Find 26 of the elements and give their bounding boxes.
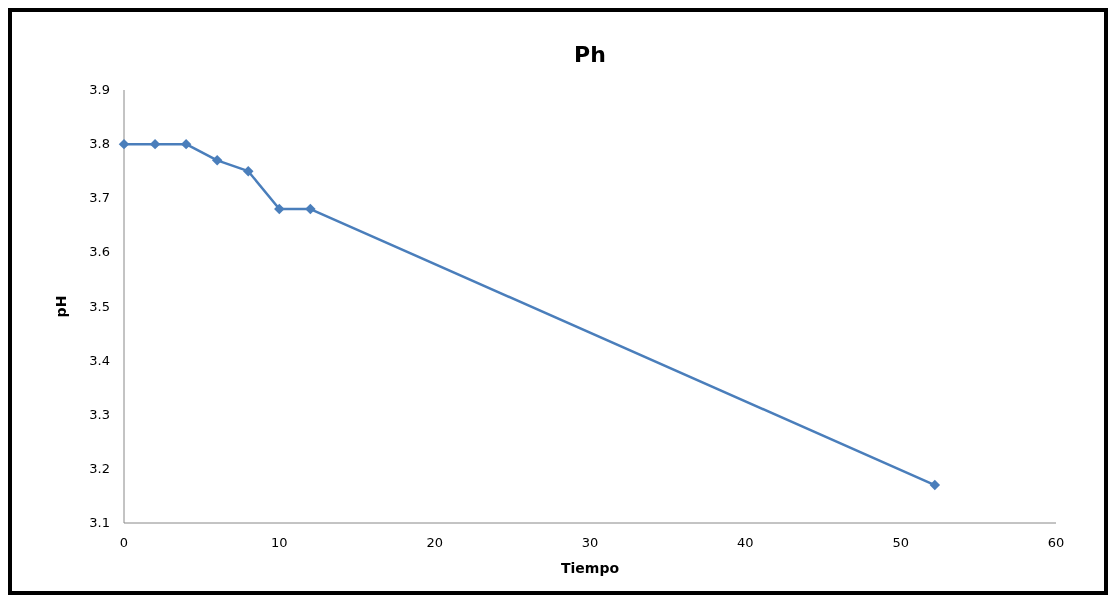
y-tick-label: 3.2 bbox=[89, 460, 110, 476]
point bbox=[118, 138, 130, 150]
y-tick-label: 3.1 bbox=[89, 515, 110, 530]
point bbox=[149, 138, 161, 150]
point bbox=[929, 479, 941, 491]
point bbox=[211, 155, 223, 166]
x-tick-label: 60 bbox=[1047, 535, 1065, 550]
x-tick-label: 20 bbox=[426, 535, 443, 550]
y-tick-label: 3.3 bbox=[89, 406, 110, 422]
point bbox=[243, 165, 254, 177]
point bbox=[274, 203, 285, 215]
point bbox=[305, 203, 316, 215]
x-tick-label: 50 bbox=[892, 535, 909, 550]
chart-title: Ph bbox=[574, 42, 606, 67]
y-tick-label: 3.7 bbox=[89, 190, 110, 206]
y-tick-label: 3.4 bbox=[89, 352, 110, 368]
x-tick-label: 0 bbox=[119, 535, 129, 550]
x-tick-label: 10 bbox=[271, 535, 288, 550]
y-axis-title: pH bbox=[53, 295, 69, 318]
x-tick-label: 30 bbox=[581, 535, 599, 550]
y-tick-label: 3.8 bbox=[89, 136, 110, 152]
y-tick-label: 3.5 bbox=[89, 298, 110, 314]
y-tick-label: 3.6 bbox=[89, 244, 110, 260]
y-tick-label: 3.9 bbox=[89, 82, 110, 97]
x-axis-title: Tiempo bbox=[560, 560, 620, 576]
x-tick-label: 40 bbox=[737, 535, 754, 550]
